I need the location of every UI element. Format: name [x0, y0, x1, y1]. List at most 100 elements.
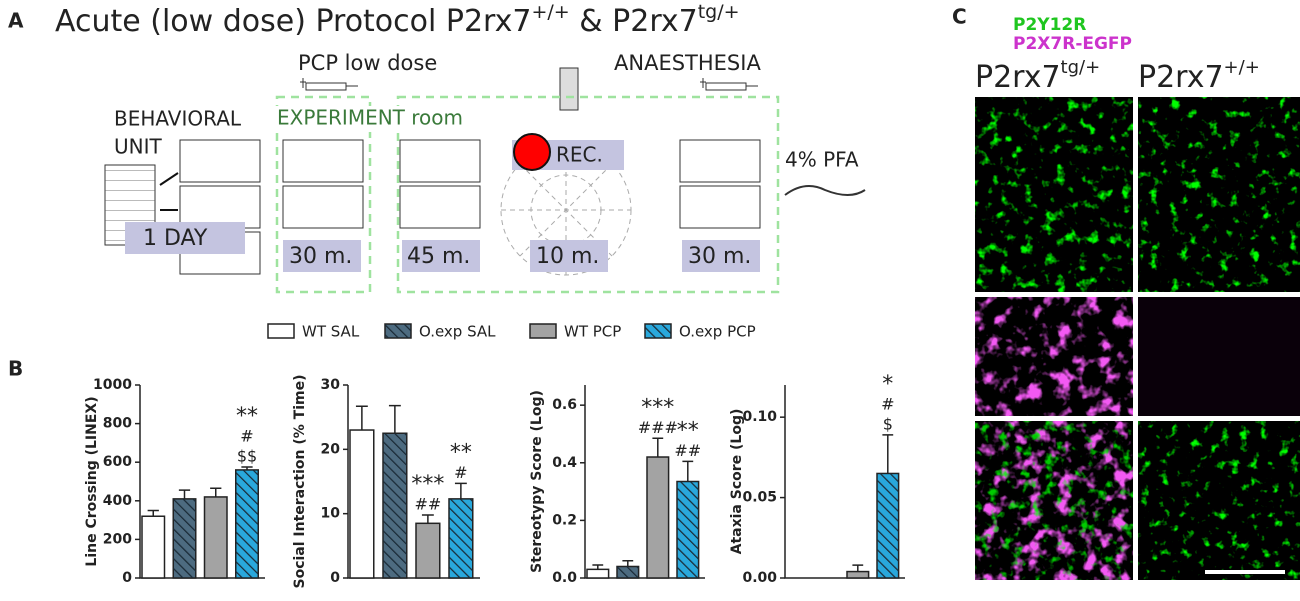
- y-tick-label: 800: [103, 416, 132, 432]
- y-tick-label: 0: [122, 570, 132, 586]
- y-tick-label: 0.05: [742, 490, 777, 506]
- recorder-icon: [559, 67, 579, 111]
- error-bar: [852, 564, 864, 572]
- bar-hatch: [617, 566, 639, 578]
- significance-label: *: [882, 372, 893, 397]
- legend-label: O.exp PCP: [679, 323, 756, 341]
- legend-label: WT PCP: [564, 323, 621, 341]
- day-label: 1 DAY: [143, 226, 208, 251]
- record-icon: [513, 133, 551, 171]
- y-tick-label: 0.4: [552, 455, 577, 471]
- bar-hatch: [449, 498, 473, 578]
- tag: [682, 240, 760, 272]
- error-bar: [147, 509, 159, 517]
- panel-letter: C: [952, 5, 967, 29]
- significance-label: **: [677, 418, 699, 443]
- label-part: P2rx7: [975, 60, 1061, 95]
- bar: [349, 429, 375, 579]
- significance-label: **: [450, 440, 472, 465]
- y-tick-label: 400: [103, 493, 132, 509]
- bar-hatch: [877, 473, 899, 578]
- duration-label: 30 m.: [688, 244, 751, 269]
- y-tick-label: 1000: [93, 377, 132, 393]
- bar-hatch: [383, 433, 407, 578]
- bar-chart: Ataxia Score (Log) 0.00 0.05 0.10 *#$: [729, 372, 905, 586]
- error-bar: [178, 489, 191, 499]
- bar-hatch: [173, 498, 196, 578]
- pfa-label: 4% PFA: [785, 148, 859, 172]
- panel-letter: B: [8, 357, 23, 381]
- error-bar: [388, 404, 401, 434]
- bar: [203, 496, 228, 579]
- stain-label: P2X7R-EGFP: [1013, 34, 1132, 54]
- title-part: Acute (low dose) Protocol P2rx7: [55, 4, 531, 39]
- y-tick-label: 10: [321, 506, 341, 522]
- significance-label: ##: [674, 441, 701, 460]
- error-bar: [454, 482, 467, 499]
- legend-label: O.exp SAL: [419, 323, 496, 341]
- significance-label: ***: [641, 395, 674, 420]
- error-bar: [241, 466, 253, 470]
- title-sup: +/+: [531, 1, 569, 23]
- significance-label: #: [454, 463, 467, 482]
- y-axis-label: Stereotypy Score (Log): [529, 390, 545, 573]
- y-tick-label: 0.6: [552, 397, 577, 413]
- y-tick-label: 0.10: [742, 409, 777, 425]
- bar: [586, 568, 610, 579]
- pcp-label: PCP low dose: [298, 51, 437, 75]
- error-bar: [421, 514, 434, 524]
- y-tick-label: 600: [103, 454, 132, 470]
- label-sup: +/+: [1224, 57, 1260, 78]
- tag: [283, 240, 361, 272]
- bar: [415, 522, 441, 579]
- title-sup: tg/+: [698, 1, 740, 23]
- significance-label: **: [236, 404, 258, 429]
- significance-label: #: [881, 394, 894, 413]
- rec-label: REC.: [556, 143, 603, 167]
- title-part: & P2rx7: [570, 4, 698, 39]
- significance-label: $$: [237, 447, 257, 466]
- bar-hatch: [235, 469, 259, 578]
- bar: [141, 515, 166, 579]
- column-label: P2rx7tg/+: [975, 57, 1100, 95]
- stain-label: P2Y12R: [1013, 15, 1086, 35]
- significance-label: ##: [414, 494, 441, 513]
- significance-label: #: [240, 427, 253, 446]
- label-bg: [272, 106, 502, 132]
- error-bar: [355, 405, 368, 431]
- duration-label: 45 m.: [407, 244, 470, 269]
- room-box: [275, 95, 372, 294]
- bar: [646, 456, 670, 579]
- label-part: P2rx7: [1138, 60, 1224, 95]
- error-bar: [882, 434, 894, 474]
- significance-label: $: [883, 414, 893, 433]
- y-axis-label: Line Crossing (LINEX): [84, 396, 100, 566]
- legend-label: WT SAL: [302, 323, 360, 341]
- panel-letter: A: [8, 9, 24, 33]
- anaesthesia-label: ANAESTHESIA: [614, 51, 761, 75]
- error-bar: [592, 564, 604, 570]
- bar-chart: Stereotypy Score (Log)0.00.20.40.6 ***###…: [529, 385, 705, 586]
- bar-chart: Line Crossing (LINEX) 0 200 400 600 800 1000 **…: [84, 377, 265, 586]
- micrographs: [975, 97, 1300, 580]
- y-tick-label: 0: [330, 570, 340, 586]
- room-label: EXPERIMENT room: [277, 106, 463, 130]
- legend-hatch: [385, 324, 411, 338]
- error-bar: [652, 437, 664, 458]
- legend: WT SAL O.exp SAL WT PCP O.exp PCP: [267, 323, 756, 341]
- syringe: [300, 78, 758, 91]
- room-box: [396, 95, 780, 294]
- y-axis-label: Social Interaction (% Time): [292, 374, 308, 588]
- y-tick-label: 200: [103, 531, 132, 547]
- y-tick-label: 0.00: [742, 570, 777, 586]
- error-bar: [682, 460, 694, 482]
- bar-hatch: [677, 481, 699, 578]
- bar-chart: Social Interaction (% Time) 0 10 20 30 ***## *…: [292, 374, 480, 589]
- bar: [846, 570, 870, 579]
- tag: [402, 240, 480, 272]
- column-label: P2rx7+/+: [1138, 57, 1260, 95]
- error-bar: [622, 559, 634, 567]
- y-axis-label: Ataxia Score (Log): [729, 409, 745, 555]
- y-tick-label: 0.2: [552, 512, 577, 528]
